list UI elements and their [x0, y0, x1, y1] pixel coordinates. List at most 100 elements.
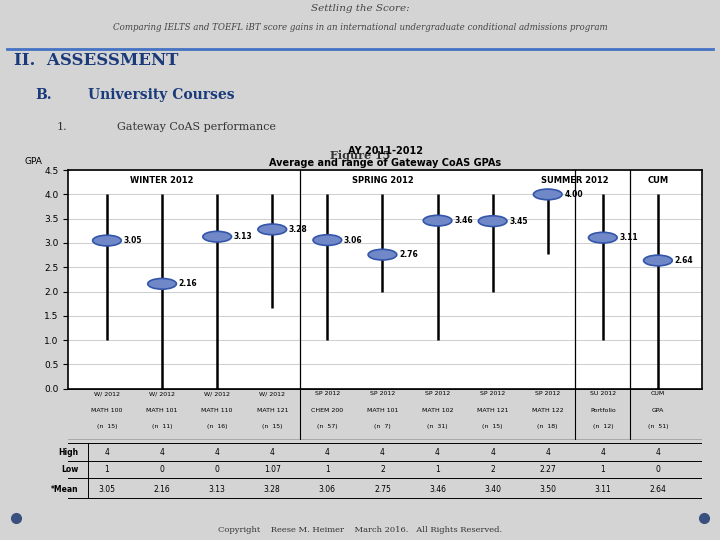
- Text: SP 2012: SP 2012: [315, 392, 340, 396]
- Text: 4: 4: [160, 448, 164, 457]
- Text: 0: 0: [215, 465, 220, 474]
- Text: (n  51): (n 51): [648, 424, 668, 429]
- Text: 4: 4: [490, 448, 495, 457]
- Text: SP 2012: SP 2012: [425, 392, 450, 396]
- Text: 3.05: 3.05: [124, 236, 142, 245]
- Text: 2: 2: [490, 465, 495, 474]
- Ellipse shape: [644, 255, 672, 266]
- Text: Copyright    Reese M. Heimer    March 2016.   All Rights Reserved.: Copyright Reese M. Heimer March 2016. Al…: [218, 526, 502, 534]
- Text: W/ 2012: W/ 2012: [94, 392, 120, 396]
- Text: MATH 121: MATH 121: [256, 408, 288, 413]
- Text: 3.13: 3.13: [209, 485, 225, 494]
- Ellipse shape: [93, 235, 121, 246]
- Ellipse shape: [368, 249, 397, 260]
- Text: University Courses: University Courses: [89, 88, 235, 102]
- Ellipse shape: [588, 232, 617, 243]
- Text: B.: B.: [35, 88, 52, 102]
- Text: (n  31): (n 31): [427, 424, 448, 429]
- Text: 3.45: 3.45: [509, 217, 528, 226]
- Text: 1.07: 1.07: [264, 465, 281, 474]
- Text: SP 2012: SP 2012: [535, 392, 560, 396]
- Text: Comparing IELTS and TOEFL iBT score gains in an international undergraduate cond: Comparing IELTS and TOEFL iBT score gain…: [113, 23, 607, 32]
- Text: 4: 4: [655, 448, 660, 457]
- Ellipse shape: [478, 216, 507, 226]
- Text: 3.06: 3.06: [344, 235, 362, 245]
- Text: 3.28: 3.28: [289, 225, 307, 234]
- Text: GPA: GPA: [24, 157, 42, 166]
- Text: 3.13: 3.13: [234, 232, 252, 241]
- Ellipse shape: [203, 231, 232, 242]
- Text: (n  7): (n 7): [374, 424, 391, 429]
- Title: AY 2011-2012
Average and range of Gateway CoAS GPAs: AY 2011-2012 Average and range of Gatewa…: [269, 146, 501, 168]
- Text: 4: 4: [325, 448, 330, 457]
- Text: CUM: CUM: [651, 392, 665, 396]
- Text: 2.64: 2.64: [675, 256, 693, 265]
- Text: SP 2012: SP 2012: [370, 392, 395, 396]
- Text: 2.76: 2.76: [399, 250, 418, 259]
- Text: W/ 2012: W/ 2012: [204, 392, 230, 396]
- Text: 2.27: 2.27: [539, 465, 556, 474]
- Text: WINTER 2012: WINTER 2012: [130, 176, 194, 185]
- Text: 3.11: 3.11: [619, 233, 638, 242]
- Text: Settling the Score:: Settling the Score:: [311, 4, 409, 13]
- Text: 3.40: 3.40: [484, 485, 501, 494]
- Text: (n  57): (n 57): [317, 424, 338, 429]
- Text: High: High: [58, 448, 78, 457]
- Ellipse shape: [258, 224, 287, 235]
- Text: W/ 2012: W/ 2012: [259, 392, 285, 396]
- Text: (n  12): (n 12): [593, 424, 613, 429]
- Text: (n  11): (n 11): [152, 424, 172, 429]
- Text: W/ 2012: W/ 2012: [149, 392, 175, 396]
- Ellipse shape: [148, 279, 176, 289]
- Text: SPRING 2012: SPRING 2012: [351, 176, 413, 185]
- Text: MATH 102: MATH 102: [422, 408, 454, 413]
- Text: MATH 121: MATH 121: [477, 408, 508, 413]
- Text: 1: 1: [325, 465, 330, 474]
- Text: GPA: GPA: [652, 408, 664, 413]
- Text: 2.16: 2.16: [179, 279, 197, 288]
- Text: Low: Low: [61, 465, 78, 474]
- Text: MATH 122: MATH 122: [532, 408, 564, 413]
- Text: 1: 1: [600, 465, 606, 474]
- Text: 0: 0: [160, 465, 164, 474]
- Text: 3.46: 3.46: [429, 485, 446, 494]
- Text: 3.28: 3.28: [264, 485, 281, 494]
- Text: MATH 110: MATH 110: [202, 408, 233, 413]
- Text: 4: 4: [435, 448, 440, 457]
- Text: 4.00: 4.00: [564, 190, 583, 199]
- Text: SP 2012: SP 2012: [480, 392, 505, 396]
- Text: 4: 4: [545, 448, 550, 457]
- Text: II.  ASSESSMENT: II. ASSESSMENT: [14, 52, 179, 69]
- Text: 4: 4: [380, 448, 385, 457]
- Text: 3.46: 3.46: [454, 216, 473, 225]
- Text: MATH 100: MATH 100: [91, 408, 122, 413]
- Text: 4: 4: [600, 448, 606, 457]
- Text: 2: 2: [380, 465, 384, 474]
- Text: 1: 1: [435, 465, 440, 474]
- Text: 4: 4: [270, 448, 275, 457]
- Text: 0: 0: [655, 465, 660, 474]
- Text: (n  18): (n 18): [538, 424, 558, 429]
- Text: (n  15): (n 15): [96, 424, 117, 429]
- Ellipse shape: [423, 215, 452, 226]
- Text: Portfolio: Portfolio: [590, 408, 616, 413]
- Text: SUMMER 2012: SUMMER 2012: [541, 176, 609, 185]
- Text: SU 2012: SU 2012: [590, 392, 616, 396]
- Text: MATH 101: MATH 101: [146, 408, 178, 413]
- Ellipse shape: [313, 235, 342, 245]
- Text: 2.64: 2.64: [649, 485, 667, 494]
- Text: 3.06: 3.06: [319, 485, 336, 494]
- Ellipse shape: [534, 189, 562, 200]
- Text: (n  15): (n 15): [482, 424, 503, 429]
- Text: 2.75: 2.75: [374, 485, 391, 494]
- Text: (n  16): (n 16): [207, 424, 228, 429]
- Text: MATH 101: MATH 101: [366, 408, 398, 413]
- Text: CUM: CUM: [647, 176, 668, 185]
- Text: 4: 4: [215, 448, 220, 457]
- Text: 1.: 1.: [57, 122, 67, 132]
- Text: 2.16: 2.16: [153, 485, 171, 494]
- Text: *Mean: *Mean: [50, 485, 78, 494]
- Text: 3.50: 3.50: [539, 485, 557, 494]
- Text: 1: 1: [104, 465, 109, 474]
- Text: 4: 4: [104, 448, 109, 457]
